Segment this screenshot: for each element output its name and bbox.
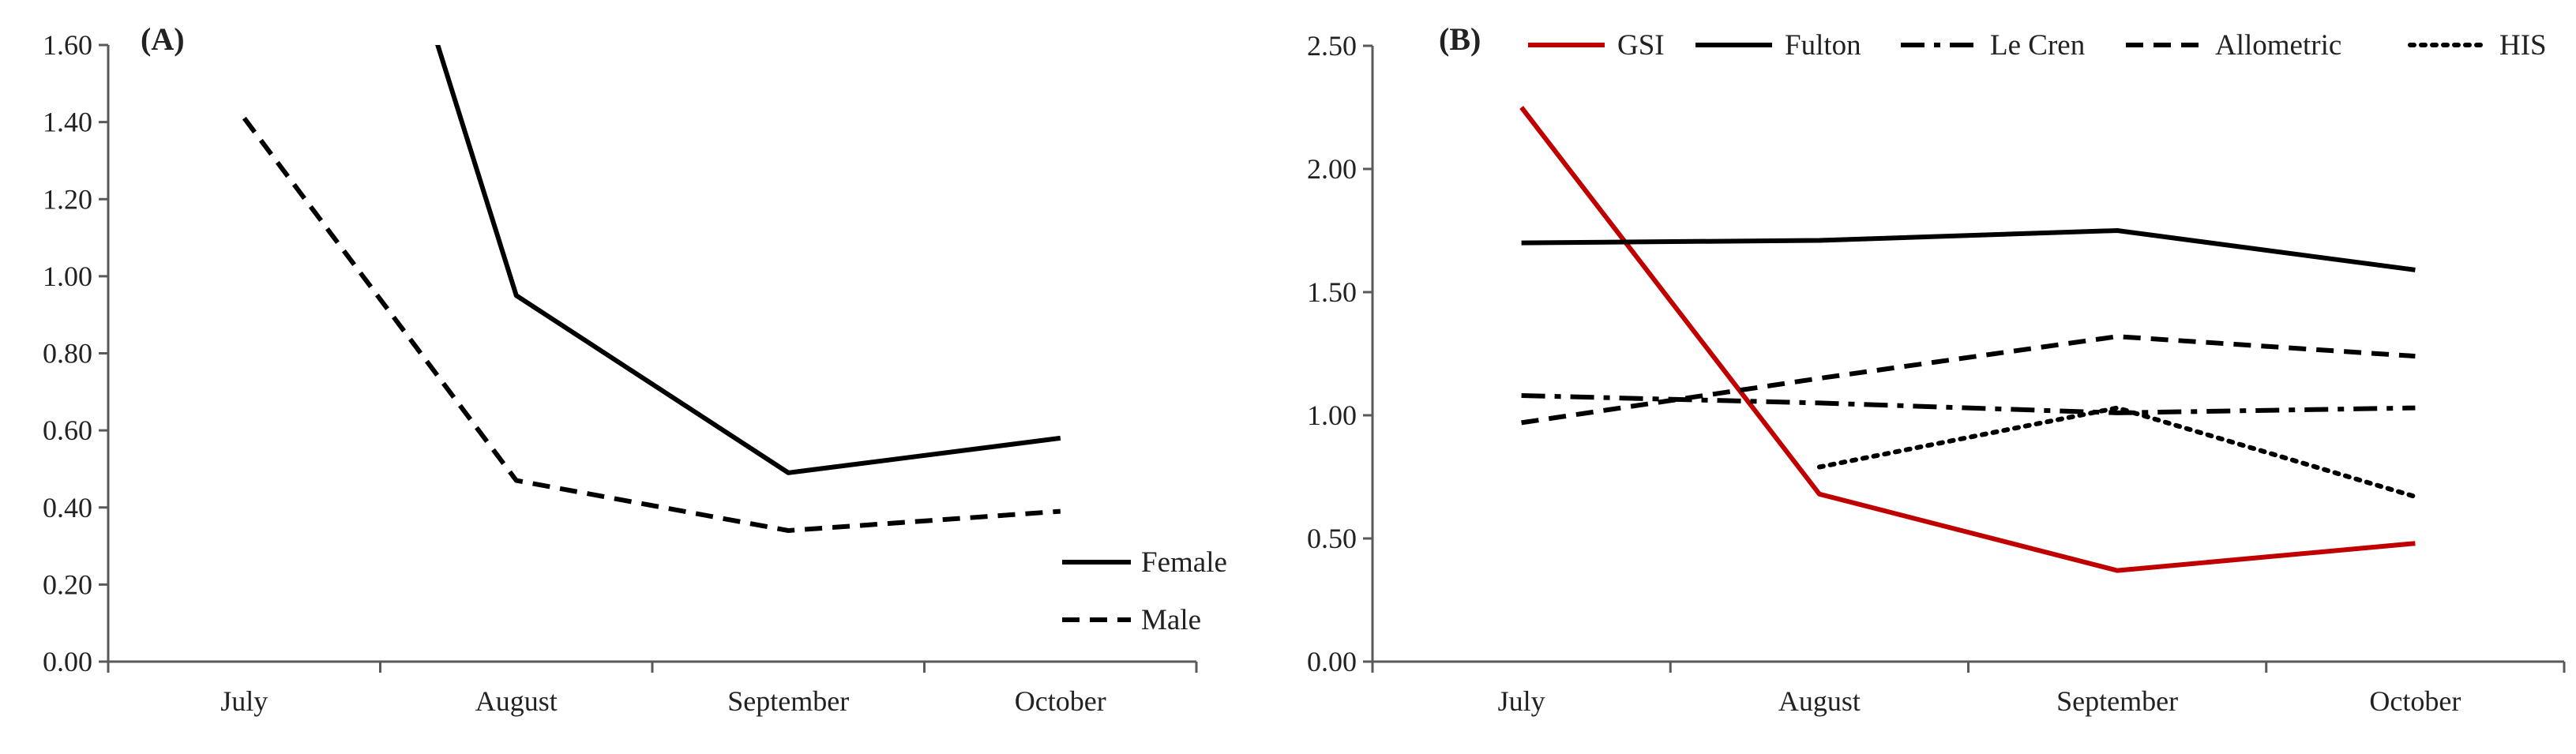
panel-a-y-tick-label: 0.40 — [43, 492, 92, 523]
panel-b-x-tick-label: July — [1498, 685, 1545, 717]
panel-b-y-tick-label: 2.50 — [1307, 30, 1357, 62]
panel-b-legend-label-his: HIS — [2499, 29, 2547, 62]
panel-a-y-tick-label: 0.80 — [43, 338, 92, 369]
panel-a-x-tick-label: July — [220, 685, 268, 717]
panel-b-series-le-cren-line — [1521, 393, 2416, 415]
panel-a-legend-label-female: Female — [1141, 546, 1227, 579]
panel-b-series-gsi-line — [1519, 106, 2416, 573]
panel-b-panel-label: (B) — [1439, 21, 1481, 57]
panel-a-panel-label: (A) — [141, 21, 185, 57]
panel-b-legend-label-allometric: Allometric — [2215, 29, 2341, 62]
panel-b-legend-label-fulton: Fulton — [1785, 29, 1861, 62]
panel-a-series-female-line — [435, 45, 1061, 475]
panel-b-legend-label-gsi: GSI — [1617, 29, 1665, 62]
panel-a-chart: 0.00 0.20 0.40 0.60 0.80 1.00 1.20 1.40 1.60 July… — [43, 21, 1227, 717]
panel-a-y-tick-label: 1.20 — [43, 183, 92, 215]
panel-b-legend-label-le-cren: Le Cren — [1990, 29, 2085, 62]
panel-b-x-tick-label: August — [1778, 685, 1861, 717]
panel-b-x-tick-label: October — [2369, 685, 2461, 717]
panel-b-y-tick-label: 0.50 — [1307, 523, 1357, 554]
panel-a-y-tick-label: 1.60 — [43, 29, 92, 61]
panel-b-legend: GSI Fulton Le Cren Allometric HIS — [1528, 29, 2547, 62]
panel-a-legend: Female Male — [1062, 546, 1227, 636]
panel-a-y-tick-label: 0.60 — [43, 415, 92, 446]
panel-b-y-tick-label: 0.00 — [1307, 646, 1357, 677]
panel-b-series-allometric-line — [1521, 334, 2416, 426]
panel-a-y-tick-label: 0.00 — [43, 646, 92, 677]
panel-a-y-tick-label: 0.20 — [43, 568, 92, 600]
panel-a-x-tick-label: October — [1015, 685, 1106, 717]
panel-b-x-tick-label: September — [2056, 685, 2178, 717]
panel-a-x-tick-label: August — [475, 685, 558, 717]
panel-a-legend-label-male: Male — [1141, 604, 1201, 636]
panel-a-x-tick-label: September — [727, 685, 849, 717]
panel-a-y-tick-label: 1.00 — [43, 261, 92, 292]
panel-b-y-tick-label: 1.00 — [1307, 400, 1357, 431]
panel-b-series-his-line — [1816, 405, 2418, 499]
panel-a-series-male-line — [242, 116, 1061, 533]
panel-b-series-fulton-line — [1521, 228, 2416, 272]
panel-a-y-tick-label: 1.40 — [43, 107, 92, 138]
panel-b-y-tick-label: 2.00 — [1307, 153, 1357, 185]
panel-b-y-tick-label: 1.50 — [1307, 276, 1357, 308]
panel-b-chart: 0.00 0.50 1.00 1.50 2.00 2.50 July August Septem… — [1307, 21, 2566, 717]
